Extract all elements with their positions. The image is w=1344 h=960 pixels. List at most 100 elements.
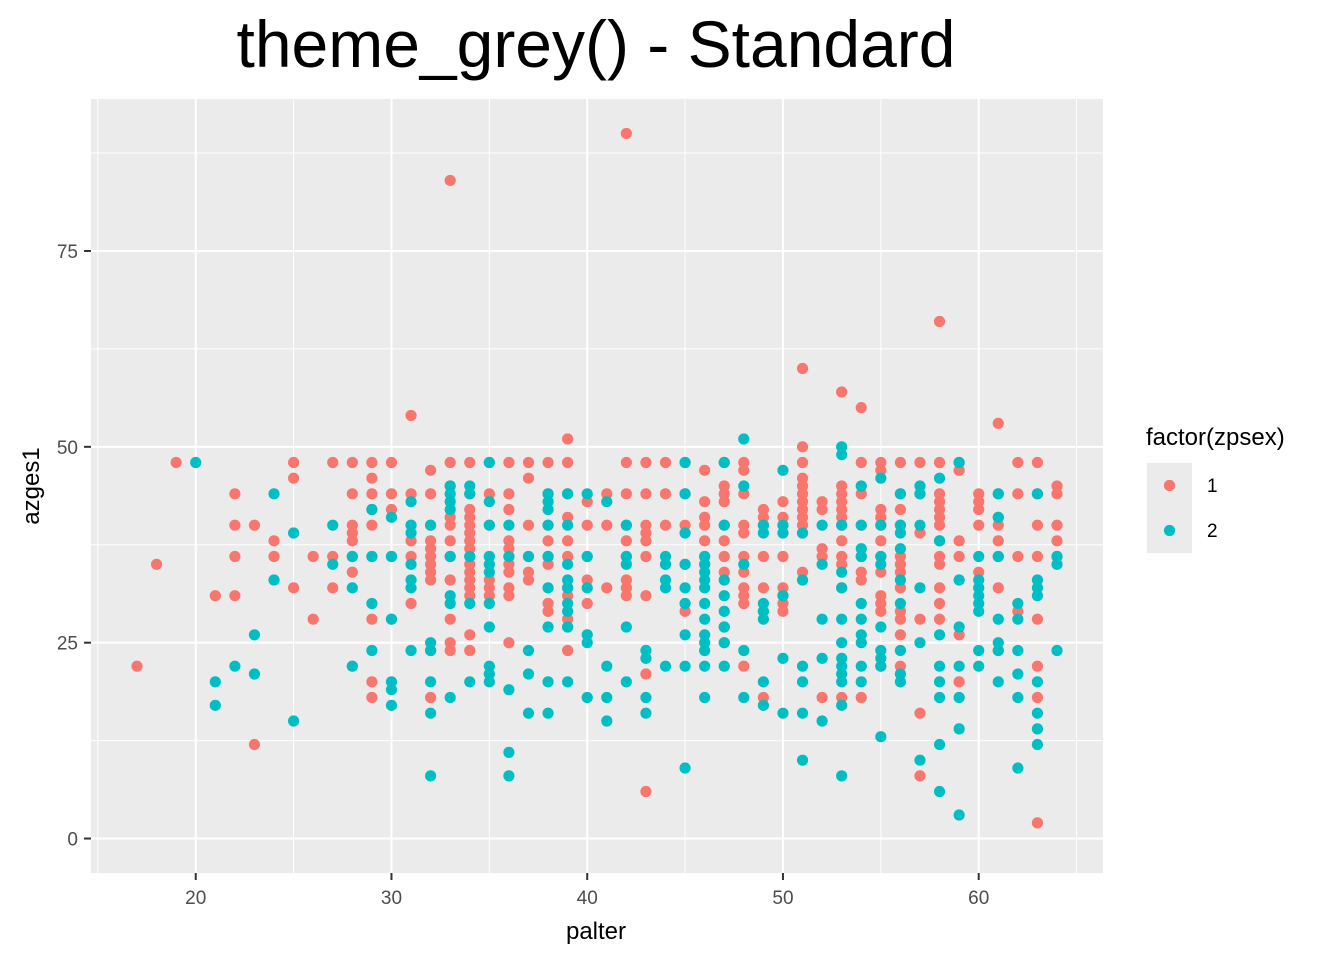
data-point-series-1 (287, 456, 300, 469)
data-point-series-2 (933, 691, 946, 704)
data-point-series-2 (914, 754, 926, 766)
data-point-series-2 (757, 519, 769, 531)
data-point-series-1 (855, 456, 867, 469)
data-point-series-2 (973, 644, 985, 657)
data-point-series-2 (933, 738, 946, 751)
data-point-series-2 (757, 605, 769, 617)
data-point-series-1 (268, 535, 280, 547)
data-point-series-1 (542, 597, 554, 610)
data-point-series-1 (1051, 535, 1063, 547)
data-point-series-1 (464, 543, 476, 555)
data-point-series-2 (542, 503, 554, 516)
data-point-series-1 (796, 441, 809, 453)
legend-key-1 (1163, 479, 1176, 492)
legend-key-2 (1163, 524, 1176, 537)
data-point-series-1 (444, 519, 456, 531)
data-point-series-1 (836, 511, 848, 523)
data-point-series-1 (464, 629, 476, 641)
data-point-series-1 (562, 535, 574, 547)
data-point-series-1 (620, 582, 632, 594)
data-point-series-2 (1031, 676, 1044, 688)
data-point-series-1 (444, 574, 456, 586)
data-point-series-2 (542, 519, 554, 531)
data-point-series-2 (1031, 488, 1044, 500)
data-point-series-1 (562, 456, 574, 469)
data-point-series-1 (796, 472, 809, 484)
data-point-series-2 (601, 691, 613, 704)
data-point-series-1 (659, 456, 672, 469)
data-point-series-2 (562, 621, 574, 633)
data-point-series-1 (836, 488, 848, 500)
data-point-series-2 (346, 582, 358, 594)
data-point-series-1 (836, 535, 848, 547)
data-point-series-2 (699, 613, 711, 625)
data-point-series-2 (699, 566, 711, 578)
data-point-series-1 (777, 597, 789, 610)
data-point-series-1 (640, 785, 652, 798)
data-point-series-2 (229, 660, 241, 672)
data-point-series-2 (425, 770, 437, 782)
data-point-series-1 (346, 519, 358, 531)
data-point-series-1 (1051, 519, 1063, 531)
data-point-series-2 (894, 543, 907, 555)
data-point-series-2 (483, 558, 495, 570)
data-point-series-1 (816, 691, 828, 704)
data-point-series-1 (836, 480, 848, 492)
data-point-series-2 (366, 597, 378, 610)
data-point-series-1 (464, 582, 476, 594)
data-point-series-1 (855, 574, 867, 586)
data-point-series-2 (973, 574, 985, 586)
data-point-series-2 (933, 472, 946, 484)
data-point-series-2 (914, 637, 926, 649)
data-point-series-2 (855, 550, 867, 563)
data-point-series-2 (855, 613, 867, 625)
data-point-series-1 (914, 707, 926, 719)
data-point-series-1 (953, 550, 965, 563)
data-point-series-1 (483, 488, 495, 500)
data-point-series-2 (425, 519, 437, 531)
data-point-series-2 (425, 707, 437, 719)
data-point-series-1 (366, 676, 378, 688)
x-tick-label: 50 (772, 888, 793, 909)
data-point-series-1 (738, 519, 750, 531)
data-point-series-1 (875, 503, 887, 516)
data-point-series-1 (1031, 613, 1044, 625)
data-point-series-2 (503, 770, 515, 782)
data-point-series-1 (933, 511, 946, 523)
data-point-series-2 (1012, 597, 1024, 610)
data-point-series-2 (483, 621, 495, 633)
data-point-series-1 (914, 770, 926, 782)
data-point-series-1 (503, 543, 515, 555)
data-point-series-1 (522, 519, 535, 531)
data-point-series-2 (836, 519, 848, 531)
data-point-series-2 (679, 629, 691, 641)
data-point-series-2 (992, 511, 1004, 523)
data-point-series-2 (522, 644, 535, 657)
data-point-series-2 (366, 644, 378, 657)
data-point-series-2 (796, 527, 809, 539)
data-point-series-1 (953, 535, 965, 547)
data-point-series-1 (346, 527, 358, 539)
data-point-series-2 (953, 691, 965, 704)
data-point-series-1 (503, 488, 515, 500)
data-point-series-1 (522, 566, 535, 578)
data-point-series-1 (1051, 480, 1063, 492)
data-point-series-1 (796, 519, 809, 531)
data-point-series-2 (796, 707, 809, 719)
data-point-series-1 (229, 590, 241, 602)
data-point-series-1 (640, 519, 652, 531)
data-point-series-1 (718, 566, 730, 578)
data-point-series-1 (640, 590, 652, 602)
data-point-series-2 (855, 660, 867, 672)
data-point-series-1 (992, 582, 1004, 594)
data-point-series-2 (581, 488, 593, 500)
data-point-series-1 (816, 503, 828, 516)
data-point-series-1 (366, 519, 378, 531)
data-point-series-2 (875, 621, 887, 633)
data-point-series-1 (425, 464, 437, 476)
data-point-series-2 (855, 637, 867, 649)
data-point-series-2 (679, 597, 691, 610)
data-point-series-2 (483, 668, 495, 680)
data-point-series-1 (894, 550, 907, 563)
data-point-series-1 (640, 535, 652, 547)
